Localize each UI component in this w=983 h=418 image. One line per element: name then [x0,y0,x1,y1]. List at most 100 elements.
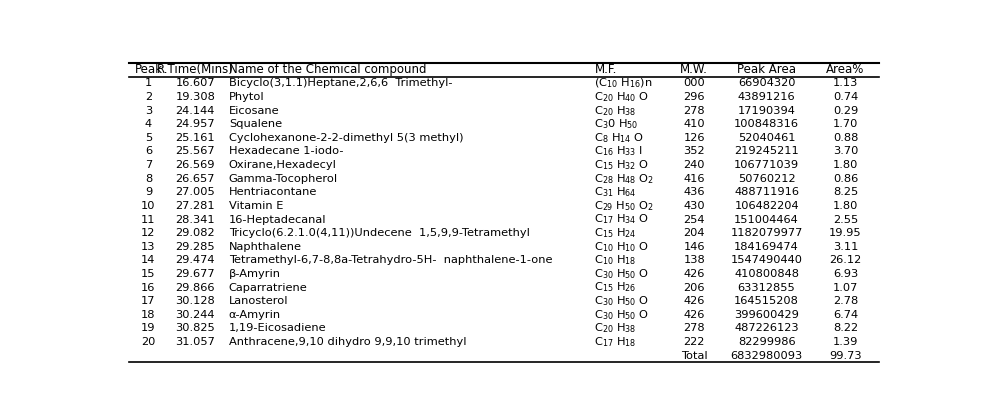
Text: 106482204: 106482204 [734,201,799,211]
Text: 18: 18 [142,310,155,320]
Text: C$_{20}$ H$_{38}$: C$_{20}$ H$_{38}$ [595,321,637,335]
Text: 426: 426 [683,310,705,320]
Text: 1.80: 1.80 [833,201,858,211]
Text: C$_{15}$ H$_{32}$ O: C$_{15}$ H$_{32}$ O [595,158,650,172]
Text: α-Amyrin: α-Amyrin [229,310,281,320]
Text: 9: 9 [145,187,152,197]
Text: C$_{15}$ H$_{26}$: C$_{15}$ H$_{26}$ [595,280,637,294]
Text: 0.86: 0.86 [833,174,858,184]
Text: 29.474: 29.474 [176,255,215,265]
Text: 30.244: 30.244 [176,310,215,320]
Text: 436: 436 [683,187,705,197]
Text: 8.22: 8.22 [833,324,858,333]
Text: 16: 16 [142,283,155,293]
Text: 1.70: 1.70 [833,119,858,129]
Text: 52040461: 52040461 [738,133,795,143]
Text: 17: 17 [142,296,155,306]
Text: 29.866: 29.866 [176,283,215,293]
Text: C$_{31}$ H$_{64}$: C$_{31}$ H$_{64}$ [595,186,637,199]
Text: 82299986: 82299986 [738,337,795,347]
Text: 296: 296 [683,92,705,102]
Text: 63312855: 63312855 [738,283,795,293]
Text: 16-Heptadecanal: 16-Heptadecanal [229,214,326,224]
Text: Naphthalene: Naphthalene [229,242,302,252]
Text: 30.825: 30.825 [175,324,215,333]
Text: 13: 13 [142,242,155,252]
Text: 1.80: 1.80 [833,160,858,170]
Text: 1182079977: 1182079977 [730,228,803,238]
Text: 17190394: 17190394 [737,106,795,116]
Text: C$_{17}$ H$_{34}$ O: C$_{17}$ H$_{34}$ O [595,213,650,227]
Text: 000: 000 [683,79,705,89]
Text: 12: 12 [142,228,155,238]
Text: 1.07: 1.07 [833,283,858,293]
Text: Total: Total [681,351,708,361]
Text: 6.93: 6.93 [833,269,858,279]
Text: 164515208: 164515208 [734,296,799,306]
Text: 1: 1 [145,79,152,89]
Text: C$_{20}$ H$_{40}$ O: C$_{20}$ H$_{40}$ O [595,90,650,104]
Text: 240: 240 [683,160,705,170]
Text: β-Amyrin: β-Amyrin [229,269,281,279]
Text: 10: 10 [142,201,155,211]
Text: Eicosane: Eicosane [229,106,279,116]
Text: C$_{30}$ H$_{50}$ O: C$_{30}$ H$_{50}$ O [595,308,650,321]
Text: Area%: Area% [827,64,865,76]
Text: C$_{30}$ H$_{50}$ O: C$_{30}$ H$_{50}$ O [595,267,650,281]
Text: 24.144: 24.144 [176,106,215,116]
Text: Hexadecane 1-iodo-: Hexadecane 1-iodo- [229,146,343,156]
Text: 26.569: 26.569 [176,160,215,170]
Text: 100848316: 100848316 [734,119,799,129]
Text: M.F.: M.F. [595,64,616,76]
Text: 126: 126 [683,133,705,143]
Text: Name of the Chemical compound: Name of the Chemical compound [229,64,427,76]
Text: 27.005: 27.005 [175,187,215,197]
Text: Oxirane,Hexadecyl: Oxirane,Hexadecyl [229,160,336,170]
Text: C$_{28}$ H$_{48}$ O$_2$: C$_{28}$ H$_{48}$ O$_2$ [595,172,655,186]
Text: Squalene: Squalene [229,119,282,129]
Text: 204: 204 [683,228,705,238]
Text: C$_{10}$ H$_{10}$ O: C$_{10}$ H$_{10}$ O [595,240,650,254]
Text: 19.95: 19.95 [829,228,862,238]
Text: 8: 8 [145,174,152,184]
Text: Tricyclo(6.2.1.0(4,11))Undecene  1,5,9,9-Tetramethyl: Tricyclo(6.2.1.0(4,11))Undecene 1,5,9,9-… [229,228,530,238]
Text: C$_8$ H$_{14}$ O: C$_8$ H$_{14}$ O [595,131,645,145]
Text: Peak: Peak [135,64,162,76]
Text: M.W.: M.W. [680,64,708,76]
Text: 352: 352 [683,146,705,156]
Text: C$_{10}$ H$_{18}$: C$_{10}$ H$_{18}$ [595,253,637,267]
Text: 24.957: 24.957 [175,119,215,129]
Text: 29.285: 29.285 [175,242,215,252]
Text: C$_{15}$ H$_{24}$: C$_{15}$ H$_{24}$ [595,226,637,240]
Text: 146: 146 [683,242,705,252]
Text: C$_{16}$ H$_{33}$ I: C$_{16}$ H$_{33}$ I [595,145,644,158]
Text: 2.55: 2.55 [833,214,858,224]
Text: Tetramethyl-6,7-8,8a-Tetrahydro-5H-  naphthalene-1-one: Tetramethyl-6,7-8,8a-Tetrahydro-5H- naph… [229,255,552,265]
Text: (C$_{10}$ H$_{16}$)n: (C$_{10}$ H$_{16}$)n [595,76,653,90]
Text: 25.161: 25.161 [175,133,215,143]
Text: 416: 416 [683,174,705,184]
Text: 25.567: 25.567 [175,146,215,156]
Text: 254: 254 [683,214,705,224]
Text: 43891216: 43891216 [738,92,795,102]
Text: 184169474: 184169474 [734,242,799,252]
Text: 3: 3 [145,106,152,116]
Text: 219245211: 219245211 [734,146,799,156]
Text: 399600429: 399600429 [734,310,799,320]
Text: 31.057: 31.057 [175,337,215,347]
Text: 26.12: 26.12 [830,255,861,265]
Text: Peak Area: Peak Area [737,64,796,76]
Text: Phytol: Phytol [229,92,264,102]
Text: 2: 2 [145,92,152,102]
Text: 15: 15 [142,269,155,279]
Text: 29.677: 29.677 [175,269,215,279]
Text: 14: 14 [142,255,155,265]
Text: 2.78: 2.78 [833,296,858,306]
Text: 3.11: 3.11 [833,242,858,252]
Text: 3.70: 3.70 [833,146,858,156]
Text: 222: 222 [683,337,705,347]
Text: 16.607: 16.607 [175,79,215,89]
Text: 0.88: 0.88 [833,133,858,143]
Text: 487226123: 487226123 [734,324,799,333]
Text: 8.25: 8.25 [833,187,858,197]
